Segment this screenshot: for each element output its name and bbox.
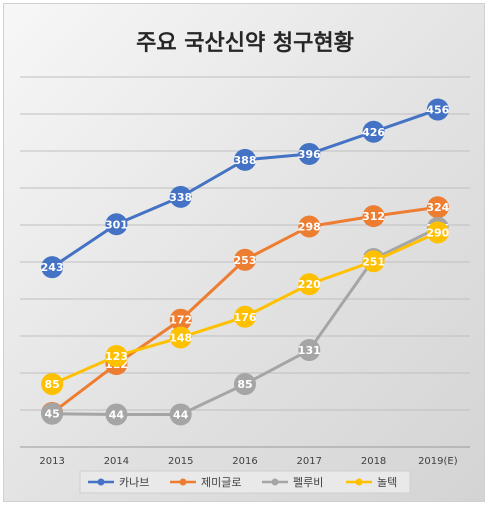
data-label: 456: [426, 104, 449, 117]
data-point[interactable]: [169, 326, 192, 349]
data-point[interactable]: [362, 250, 385, 273]
data-point[interactable]: [234, 305, 256, 328]
data-label: 172: [169, 314, 192, 327]
legend-box: [79, 470, 411, 494]
data-point[interactable]: [426, 98, 449, 121]
data-label: 312: [362, 210, 385, 223]
data-point[interactable]: [234, 373, 256, 396]
data-label: 388: [234, 154, 257, 167]
data-label: 45: [44, 408, 59, 421]
x-tick-label: 2016: [232, 456, 257, 467]
x-tick-label: 2017: [297, 456, 322, 467]
data-label: 243: [41, 261, 64, 274]
data-label: 85: [237, 378, 252, 391]
chart-title: 주요 국산신약 청구현황: [136, 31, 354, 56]
legend-item[interactable]: 놀텍: [346, 476, 397, 489]
legend-item[interactable]: 펠루비: [262, 476, 323, 489]
legend[interactable]: 카나브 제미글로 펠루비 놀텍: [79, 470, 411, 494]
data-label: 220: [298, 278, 321, 291]
legend-label: 카나브: [119, 476, 149, 489]
data-point[interactable]: [298, 339, 321, 362]
data-point[interactable]: [105, 403, 128, 426]
data-point[interactable]: [234, 248, 256, 271]
x-tick-label: 2018: [361, 456, 386, 467]
legend-label: 펠루비: [293, 476, 323, 489]
data-point[interactable]: [362, 205, 385, 228]
data-point[interactable]: [41, 373, 64, 396]
x-tick-label: 2019(E): [418, 456, 458, 467]
x-tick-label: 2014: [104, 456, 129, 467]
series-4: 85 123 148 176 220 251 290: [41, 221, 450, 396]
data-point[interactable]: [234, 148, 256, 171]
data-point[interactable]: [41, 402, 64, 425]
x-tick-label: 2013: [39, 456, 64, 467]
data-label: 176: [234, 311, 257, 324]
data-label: 44: [173, 408, 189, 421]
data-label: 148: [169, 331, 192, 344]
series-layer: 2433013383883964264564611217225329831232…: [41, 98, 450, 426]
data-point[interactable]: [169, 403, 192, 426]
data-point[interactable]: [426, 196, 449, 219]
legend-item[interactable]: 카나브: [88, 476, 149, 489]
data-label: 253: [234, 254, 257, 267]
data-label: 396: [298, 148, 321, 161]
data-point[interactable]: [169, 308, 192, 331]
data-label: 324: [426, 201, 449, 214]
x-axis-labels: 2013 2014 2015 2016 2017 2018 2019(E): [39, 456, 457, 467]
legend-swatch-marker: [97, 478, 105, 486]
legend-swatch-marker: [179, 478, 187, 486]
data-point[interactable]: [41, 256, 64, 279]
data-label: 251: [362, 255, 385, 268]
data-label: 290: [426, 226, 449, 239]
data-point[interactable]: [426, 221, 449, 244]
data-label: 123: [105, 350, 128, 363]
x-tick-label: 2015: [168, 456, 193, 467]
legend-item[interactable]: 제미글로: [170, 476, 241, 489]
data-label: 44: [109, 408, 125, 421]
series-1: 243 301 338 388 396 426 456: [41, 98, 450, 279]
legend-label: 제미글로: [201, 476, 241, 489]
data-point[interactable]: [362, 120, 385, 143]
data-point[interactable]: [169, 185, 192, 208]
data-label: 131: [298, 344, 321, 357]
data-point[interactable]: [298, 142, 321, 165]
data-point[interactable]: [105, 344, 128, 367]
data-point[interactable]: [298, 215, 321, 238]
data-label: 426: [362, 126, 385, 139]
legend-swatch-marker: [355, 478, 363, 486]
data-point[interactable]: [298, 273, 321, 296]
legend-swatch-marker: [271, 478, 279, 486]
legend-label: 놀텍: [377, 476, 397, 489]
data-label: 338: [169, 191, 192, 204]
data-label: 85: [44, 378, 59, 391]
data-label: 301: [105, 218, 128, 231]
data-point[interactable]: [105, 213, 128, 236]
data-label: 298: [298, 220, 321, 233]
